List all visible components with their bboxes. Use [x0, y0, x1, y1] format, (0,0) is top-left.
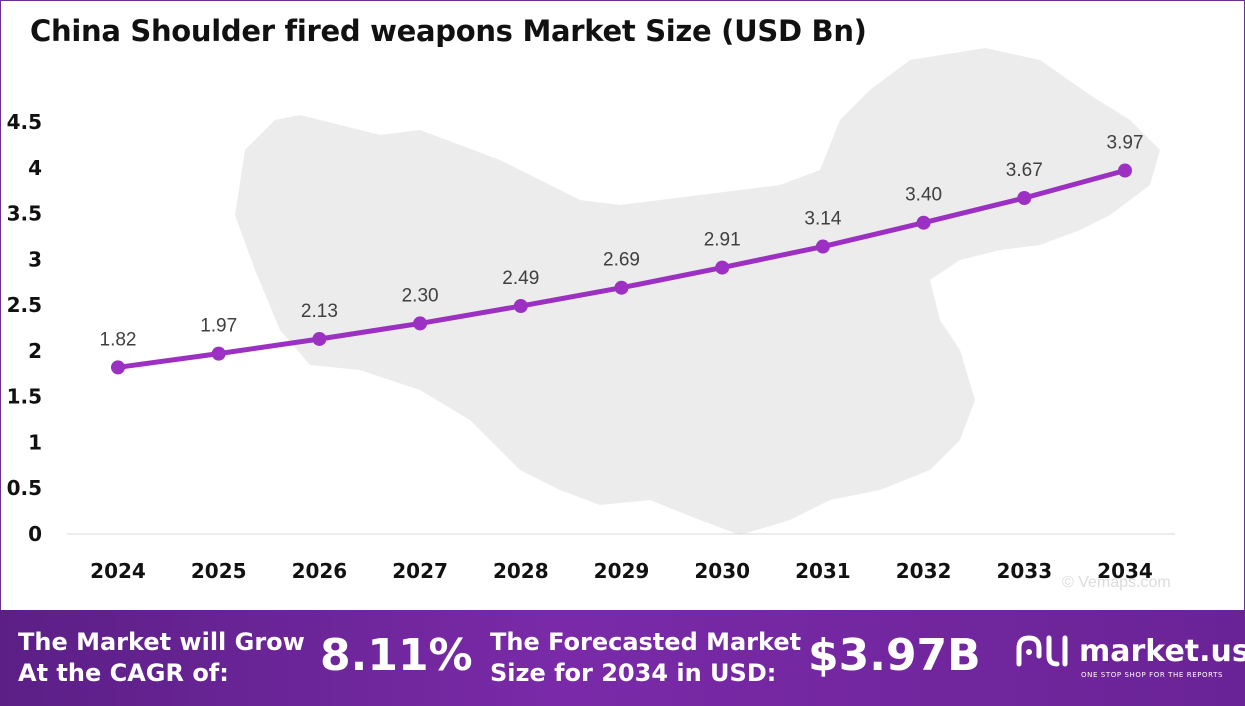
map-watermark: © Vemaps.com — [1062, 574, 1171, 591]
x-tick-label: 2026 — [292, 559, 348, 583]
data-label: 1.82 — [100, 329, 137, 350]
data-label: 1.97 — [200, 316, 237, 337]
chart-area: 00.511.522.533.544.5 2024 2025 2026 2027 202… — [7, 48, 1175, 583]
data-point — [513, 299, 528, 314]
x-tick-label: 2032 — [896, 559, 952, 583]
x-tick-label: 2033 — [996, 559, 1052, 583]
data-label: 3.97 — [1107, 133, 1144, 154]
data-point — [614, 280, 629, 295]
data-point — [715, 260, 730, 275]
y-tick-label: 3.5 — [7, 202, 42, 226]
x-tick-label: 2024 — [90, 559, 146, 583]
data-label: 3.40 — [905, 185, 942, 206]
x-tick-label: 2031 — [795, 559, 851, 583]
brand-tagline: ONE STOP SHOP FOR THE REPORTS — [1081, 671, 1224, 679]
data-point — [1118, 163, 1132, 178]
cagr-caption-line2: At the CAGR of: — [18, 659, 229, 687]
data-labels: 1.82 1.97 2.13 2.30 2.49 2.69 2.91 3.14 3.40 3.67… — [100, 133, 1144, 351]
y-tick-label: 2 — [28, 339, 42, 363]
data-point — [916, 215, 931, 230]
forecast-value: $3.97B — [808, 630, 981, 681]
data-label: 2.49 — [502, 268, 539, 289]
market-us-logo-icon — [1016, 635, 1068, 667]
data-label: 2.13 — [301, 301, 338, 322]
cagr-caption-line1: The Market will Grow — [18, 628, 305, 656]
x-tick-label: 2034 — [1097, 559, 1153, 583]
data-point — [1017, 190, 1032, 205]
chart-title: China Shoulder fired weapons Market Size… — [30, 14, 867, 48]
data-point — [211, 346, 226, 361]
data-label: 3.67 — [1006, 160, 1043, 181]
y-tick-label: 1 — [28, 430, 42, 454]
footer-banner: The Market will Grow At the CAGR of: 8.1… — [0, 610, 1245, 706]
x-tick-label: 2029 — [594, 559, 650, 583]
y-tick-label: 4.5 — [7, 110, 42, 134]
brand-logo: market.us ONE STOP SHOP FOR THE REPORTS — [1015, 634, 1245, 679]
data-point — [312, 331, 327, 346]
y-axis: 0 0.5 1 1.5 2 2.5 3 3.5 4 4.5 — [7, 110, 42, 546]
data-label: 2.91 — [704, 230, 741, 251]
forecast-caption-line1: The Forecasted Market — [490, 628, 802, 656]
x-tick-label: 2030 — [694, 559, 750, 583]
brand-name: market.us — [1079, 634, 1245, 669]
data-label: 2.69 — [603, 250, 640, 271]
china-map-background — [235, 48, 1160, 535]
cagr-value: 8.11% — [320, 630, 473, 681]
data-label: 2.30 — [402, 285, 439, 306]
x-tick-label: 2028 — [493, 559, 549, 583]
y-tick-label: 3 — [28, 247, 42, 271]
y-tick-label: 0 — [28, 522, 42, 546]
data-label: 3.14 — [804, 209, 841, 230]
data-point — [413, 316, 428, 331]
y-tick-label: 1.5 — [7, 385, 42, 409]
forecast-caption-line2: Size for 2034 in USD: — [490, 659, 777, 687]
x-tick-label: 2027 — [392, 559, 448, 583]
y-tick-label: 2.5 — [7, 293, 42, 317]
data-point — [111, 360, 125, 375]
series-line — [111, 163, 1132, 375]
x-tick-label: 2025 — [191, 559, 247, 583]
y-tick-label: 4 — [28, 156, 42, 180]
data-point — [815, 239, 830, 254]
y-tick-label: 0.5 — [7, 476, 42, 500]
x-axis: 2024 2025 2026 2027 2028 2029 2030 2031 2032 2033… — [90, 559, 1153, 583]
